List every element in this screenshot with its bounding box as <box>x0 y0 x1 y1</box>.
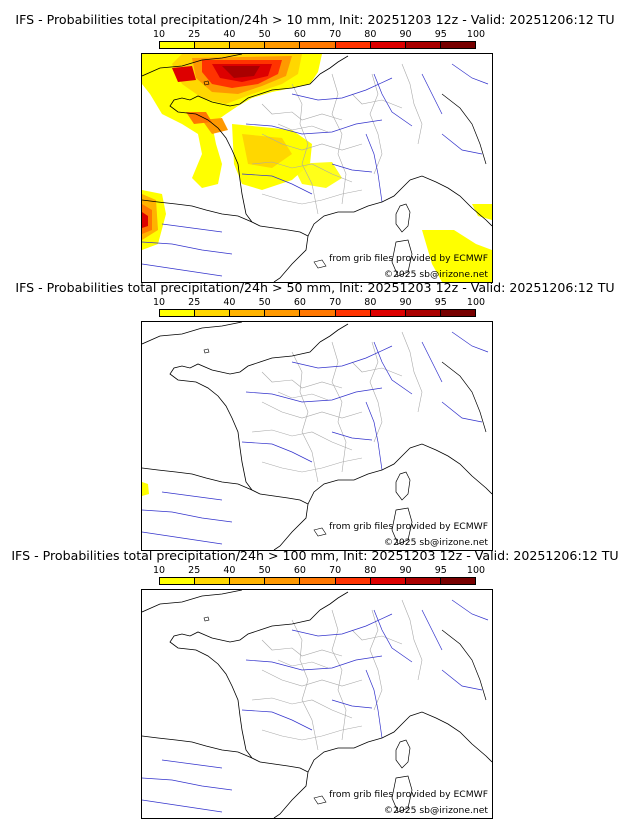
colorbar-segment <box>370 578 406 584</box>
colorbar-segment <box>370 42 406 48</box>
colorbar-tick-label: 95 <box>434 297 447 308</box>
data-source-note: from grib files provided by ECMWF <box>329 253 488 264</box>
colorbar-labels: 10 25 40 50 60 70 80 90 95 100 <box>153 297 485 308</box>
colorbar <box>159 577 476 585</box>
colorbar-tick-label: 60 <box>293 297 306 308</box>
colorbar-tick-label: 70 <box>329 29 342 40</box>
colorbar-segment <box>230 310 266 316</box>
colorbar-segment <box>300 578 336 584</box>
map-panel-10mm: IFS - Probabilities total precipitation/… <box>0 12 630 283</box>
colorbar-tick-label: 25 <box>188 29 201 40</box>
colorbar-segment <box>160 578 196 584</box>
colorbar-tick-label: 90 <box>399 29 412 40</box>
colorbar-segment <box>195 310 231 316</box>
colorbar-segment <box>160 310 196 316</box>
copyright-note: ©2025 sb@irizone.net <box>383 537 488 548</box>
map-area: from grib files provided by ECMWF ©2025 … <box>141 53 493 283</box>
probability-field <box>142 482 149 496</box>
data-source-note: from grib files provided by ECMWF <box>329 789 488 800</box>
colorbar-segment <box>440 310 475 316</box>
colorbar-segment <box>335 42 371 48</box>
colorbar-segment <box>230 578 266 584</box>
copyright-note: ©2025 sb@irizone.net <box>383 269 488 280</box>
colorbar-tick-label: 100 <box>466 29 486 40</box>
colorbar-tick-label: 95 <box>434 29 447 40</box>
colorbar-tick-label: 70 <box>329 297 342 308</box>
colorbar <box>159 309 476 317</box>
colorbar-segment <box>405 310 441 316</box>
colorbar-tick-label: 50 <box>258 29 271 40</box>
map-panel-50mm: IFS - Probabilities total precipitation/… <box>0 280 630 551</box>
colorbar-tick-label: 40 <box>223 297 236 308</box>
colorbar-segment <box>160 42 196 48</box>
colorbar-segment <box>370 310 406 316</box>
map-area: from grib files provided by ECMWF ©2025 … <box>141 589 493 819</box>
data-source-note: from grib files provided by ECMWF <box>329 521 488 532</box>
colorbar-segment <box>195 578 231 584</box>
colorbar-segment <box>405 42 441 48</box>
colorbar-segment <box>300 42 336 48</box>
map-panel-100mm: IFS - Probabilities total precipitation/… <box>0 548 630 819</box>
precip-probability-map <box>142 54 492 282</box>
precip-probability-map <box>142 590 492 818</box>
colorbar-tick-label: 50 <box>258 297 271 308</box>
colorbar-tick-label: 25 <box>188 565 201 576</box>
panel-title: IFS - Probabilities total precipitation/… <box>15 280 615 295</box>
colorbar-tick-label: 90 <box>399 297 412 308</box>
colorbar-tick-label: 60 <box>293 29 306 40</box>
colorbar-tick-label: 100 <box>466 297 486 308</box>
colorbar-tick-label: 10 <box>152 297 166 308</box>
panel-title: IFS - Probabilities total precipitation/… <box>15 12 615 27</box>
colorbar-tick-label: 10 <box>152 29 166 40</box>
colorbar-tick-label: 25 <box>188 297 201 308</box>
colorbar-segment <box>440 578 475 584</box>
colorbar-tick-label: 80 <box>364 297 377 308</box>
copyright-note: ©2025 sb@irizone.net <box>383 805 488 816</box>
colorbar-segment <box>335 578 371 584</box>
colorbar-tick-label: 10 <box>152 565 166 576</box>
colorbar-tick-label: 80 <box>364 565 377 576</box>
colorbar-segment <box>195 42 231 48</box>
colorbar-tick-label: 50 <box>258 565 271 576</box>
colorbar-tick-label: 40 <box>223 565 236 576</box>
colorbar-segment <box>405 578 441 584</box>
colorbar-tick-label: 60 <box>293 565 306 576</box>
colorbar-tick-label: 90 <box>399 565 412 576</box>
colorbar-labels: 10 25 40 50 60 70 80 90 95 100 <box>153 29 485 40</box>
colorbar-segment <box>440 42 475 48</box>
colorbar-tick-label: 70 <box>329 565 342 576</box>
colorbar-segment <box>300 310 336 316</box>
probability-field <box>142 54 492 282</box>
colorbar-labels: 10 25 40 50 60 70 80 90 95 100 <box>153 565 485 576</box>
colorbar-tick-label: 80 <box>364 29 377 40</box>
colorbar-tick-label: 40 <box>223 29 236 40</box>
colorbar-segment <box>265 578 301 584</box>
panel-title: IFS - Probabilities total precipitation/… <box>11 548 619 563</box>
colorbar-tick-label: 95 <box>434 565 447 576</box>
colorbar <box>159 41 476 49</box>
map-area: from grib files provided by ECMWF ©2025 … <box>141 321 493 551</box>
colorbar-segment <box>265 310 301 316</box>
colorbar-segment <box>230 42 266 48</box>
colorbar-tick-label: 100 <box>466 565 486 576</box>
precip-probability-map <box>142 322 492 550</box>
colorbar-segment <box>335 310 371 316</box>
colorbar-segment <box>265 42 301 48</box>
